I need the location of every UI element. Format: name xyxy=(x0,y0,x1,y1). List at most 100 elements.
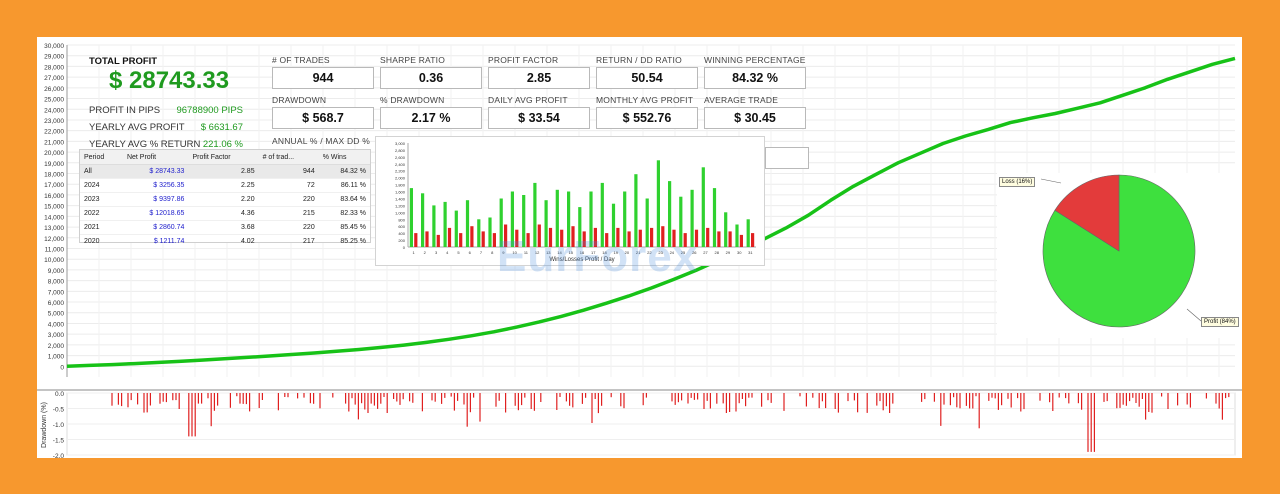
period-table-cell: 220 xyxy=(258,192,319,207)
period-table-cell: 85.45 % xyxy=(318,220,370,235)
period-table-cell: 2023 xyxy=(80,192,123,207)
day-x-tick: 24 xyxy=(670,250,675,255)
day-loss-bar xyxy=(683,233,687,247)
stat-value: 84.32 % xyxy=(704,67,806,89)
stat-value: $ 30.45 xyxy=(704,107,806,129)
period-table-cell: $ 9397.86 xyxy=(122,192,189,207)
day-x-tick: 29 xyxy=(726,250,731,255)
period-table-cell: $ 2860.74 xyxy=(122,220,189,235)
day-loss-bar xyxy=(436,234,440,247)
period-table-cell: $ 3256.35 xyxy=(122,178,189,193)
equity-y-tick: 20,000 xyxy=(44,150,64,157)
stat-label: DRAWDOWN xyxy=(272,95,327,105)
equity-y-tick: 7,000 xyxy=(48,289,65,296)
day-loss-bar xyxy=(661,226,665,247)
drawdown-y-label: Drawdown (%) xyxy=(41,402,48,448)
day-y-tick: 1,400 xyxy=(395,196,406,201)
day-x-tick: 26 xyxy=(692,250,697,255)
day-x-tick: 9 xyxy=(502,250,505,255)
day-x-tick: 27 xyxy=(703,250,708,255)
win-loss-pie: Loss (16%) Profit (84%) xyxy=(997,173,1242,338)
period-table-cell: $ 12018.65 xyxy=(122,206,189,221)
stat-value: $ 33.54 xyxy=(488,107,590,129)
equity-y-tick: 23,000 xyxy=(44,118,64,125)
day-win-bar xyxy=(600,182,604,247)
pie-label-loss: Loss (16%) xyxy=(999,177,1036,187)
period-table-cell: 2020 xyxy=(80,234,123,249)
day-loss-bar xyxy=(751,233,755,247)
period-table-row: 2020 $ 1211.74 4.02 217 85.25 % xyxy=(80,234,370,249)
equity-y-tick: 18,000 xyxy=(44,172,64,179)
equity-y-tick: 3,000 xyxy=(48,332,65,339)
day-win-bar xyxy=(690,189,694,247)
period-table-cell: 217 xyxy=(258,234,319,249)
period-table-cell: 3.68 xyxy=(188,220,259,235)
day-win-bar xyxy=(724,212,728,247)
day-win-bar xyxy=(510,191,514,247)
day-loss-bar xyxy=(571,226,575,247)
day-y-tick: 2,600 xyxy=(395,155,406,160)
period-table-cell: $ 28743.33 xyxy=(122,164,189,179)
day-loss-bar xyxy=(537,224,541,247)
total-profit-label: TOTAL PROFIT xyxy=(89,56,158,67)
day-y-tick: 2,400 xyxy=(395,162,406,167)
day-win-bar xyxy=(544,200,548,247)
day-x-tick: 18 xyxy=(602,250,607,255)
day-loss-bar xyxy=(717,231,721,247)
equity-y-tick: 21,000 xyxy=(44,139,64,146)
day-loss-bar xyxy=(694,229,699,247)
day-x-tick: 6 xyxy=(469,250,472,255)
day-win-bar xyxy=(645,198,649,247)
day-loss-bar xyxy=(414,233,418,247)
period-table-header: Period xyxy=(80,150,123,165)
day-x-tick: 5 xyxy=(457,250,460,255)
stat-value: $ 568.7 xyxy=(272,107,374,129)
day-x-tick: 16 xyxy=(580,250,585,255)
period-table-cell: 85.25 % xyxy=(318,234,370,249)
day-win-bar xyxy=(443,201,447,247)
period-table-row: 2021 $ 2860.74 3.68 220 85.45 % xyxy=(80,220,370,235)
day-x-tick: 17 xyxy=(591,250,596,255)
equity-y-tick: 11,000 xyxy=(45,246,65,253)
day-loss-bar xyxy=(504,224,508,247)
day-profit-chart: 3,000 2,800 2,600 2,400 2,200 2,000 1,800 1,600… xyxy=(375,136,765,266)
day-loss-bar xyxy=(515,229,519,247)
stat-label: MONTHLY AVG PROFIT xyxy=(596,95,694,105)
equity-y-tick: 25,000 xyxy=(44,97,64,104)
day-x-tick: 21 xyxy=(636,250,641,255)
profit-pips-value: 96788900 PIPS xyxy=(176,105,243,116)
stat-label: SHARPE RATIO xyxy=(380,55,446,65)
equity-y-tick: 24,000 xyxy=(44,107,64,114)
equity-y-tick: 17,000 xyxy=(44,182,64,189)
day-loss-bar xyxy=(560,229,564,247)
day-win-bar xyxy=(555,189,559,247)
day-win-bar xyxy=(499,198,503,247)
day-x-tick: 7 xyxy=(480,250,483,255)
day-loss-bar xyxy=(492,233,496,247)
stat-label: # OF TRADES xyxy=(272,55,330,65)
day-x-tick: 3 xyxy=(435,250,438,255)
equity-y-tick: 2,000 xyxy=(48,343,65,350)
day-x-tick: 15 xyxy=(569,250,574,255)
stat-value: 944 xyxy=(272,67,374,89)
day-win-bar xyxy=(578,207,582,247)
stat-box-empty xyxy=(765,147,809,169)
period-table-header: Profit Factor xyxy=(188,150,259,165)
day-y-tick: 1,200 xyxy=(395,203,406,208)
day-win-bar xyxy=(712,188,717,247)
day-win-bar xyxy=(735,224,739,247)
day-win-bar xyxy=(409,188,413,247)
day-loss-bar xyxy=(548,227,553,247)
day-y-tick: 2,200 xyxy=(395,169,406,174)
drawdown-y-tick: 0.0 xyxy=(55,391,64,398)
day-x-tick: 1 xyxy=(412,250,415,255)
day-x-tick: 12 xyxy=(535,250,540,255)
day-loss-bar xyxy=(526,233,530,247)
period-table-cell: 220 xyxy=(258,220,319,235)
equity-y-tick: 5,000 xyxy=(48,311,65,318)
stat-value: 0.36 xyxy=(380,67,482,89)
equity-y-tick: 9,000 xyxy=(48,268,65,275)
stat-value: 2.17 % xyxy=(380,107,482,129)
equity-y-tick: 22,000 xyxy=(44,129,64,136)
day-loss-bar xyxy=(593,227,597,247)
